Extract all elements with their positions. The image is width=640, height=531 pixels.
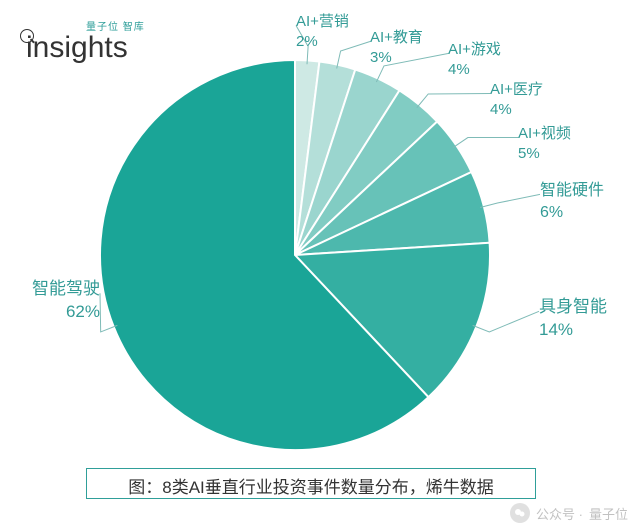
source-watermark: 公众号 · 量子位 [510, 503, 628, 523]
slice-label: AI+医疗4% [490, 80, 570, 121]
slice-percent: 2% [296, 32, 376, 52]
watermark-name: 量子位 [589, 504, 628, 523]
wechat-icon [510, 503, 530, 523]
slice-label: AI+教育3% [370, 28, 450, 69]
slice-percent: 62% [20, 301, 100, 324]
slice-percent: 14% [539, 319, 619, 342]
slice-label: 具身智能14% [539, 296, 619, 342]
slice-name: AI+医疗 [490, 80, 570, 100]
slice-label: 智能驾驶62% [20, 278, 100, 324]
leader-line [480, 194, 540, 207]
caption-text: 图：8类AI垂直行业投资事件数量分布，烯牛数据 [128, 478, 494, 497]
leader-line [453, 138, 518, 148]
slice-percent: 6% [540, 202, 620, 224]
caption-box: 图：8类AI垂直行业投资事件数量分布，烯牛数据 [86, 468, 536, 499]
slice-label: AI+视频5% [518, 124, 598, 165]
slice-percent: 5% [518, 144, 598, 164]
slice-name: 具身智能 [539, 296, 619, 319]
slice-percent: 4% [490, 100, 570, 120]
slice-name: AI+营销 [296, 12, 376, 32]
leader-line [417, 94, 490, 108]
slice-label: 智能硬件6% [540, 180, 620, 223]
slice-percent: 4% [448, 60, 528, 80]
slice-name: 智能驾驶 [20, 278, 100, 301]
watermark-prefix: 公众号 · [536, 504, 583, 523]
slice-percent: 3% [370, 48, 450, 68]
slice-name: AI+教育 [370, 28, 450, 48]
slice-name: AI+游戏 [448, 40, 528, 60]
slice-name: AI+视频 [518, 124, 598, 144]
slice-label: AI+营销2% [296, 12, 376, 53]
slice-name: 智能硬件 [540, 180, 620, 202]
slice-label: AI+游戏4% [448, 40, 528, 81]
leader-line [473, 311, 539, 332]
